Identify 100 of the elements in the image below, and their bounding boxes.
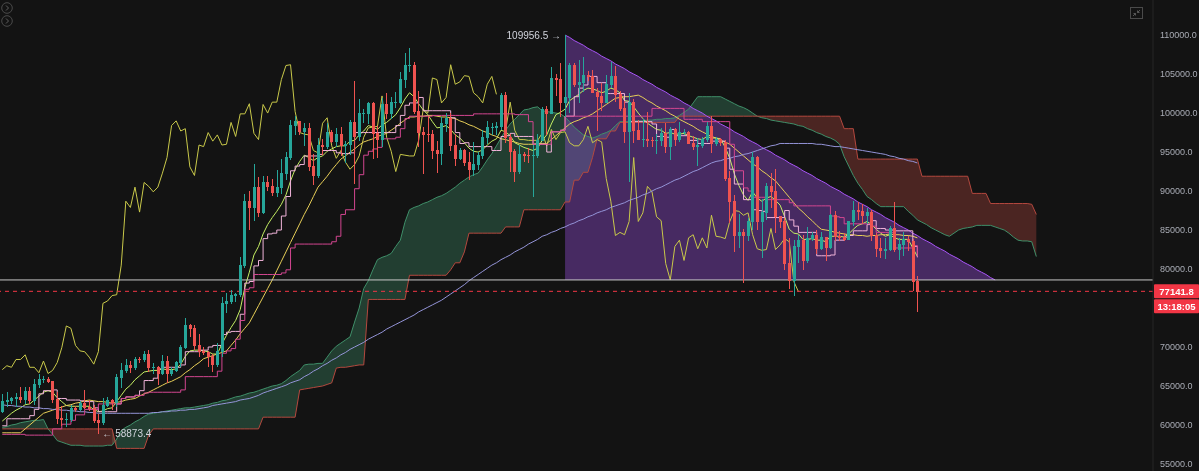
candlestick (56, 391, 59, 425)
candlestick (706, 121, 709, 143)
candlestick (436, 140, 439, 174)
candlestick (879, 237, 882, 259)
candlestick (806, 226, 809, 264)
candlestick (404, 52, 407, 89)
candlestick (710, 115, 713, 154)
candlestick (834, 210, 837, 242)
candlestick (614, 65, 617, 103)
candlestick (385, 92, 388, 120)
candlestick (898, 237, 901, 261)
candlestick (664, 122, 667, 154)
candlestick (1, 393, 4, 414)
y-tick-label: 100000.0 (1160, 108, 1198, 119)
candlestick (184, 317, 187, 350)
candlestick (893, 201, 896, 253)
candlestick (294, 115, 297, 136)
candlestick (472, 141, 475, 177)
candlestick (605, 74, 608, 104)
candlestick (738, 213, 741, 249)
y-tick-label: 55000.0 (1160, 459, 1193, 470)
candlestick (166, 355, 169, 384)
y-tick-label: 60000.0 (1160, 420, 1193, 431)
y-tick-label: 105000.0 (1160, 69, 1198, 80)
candlestick (788, 237, 791, 290)
candlestick (216, 342, 219, 368)
candlestick (861, 203, 864, 225)
y-tick-label: 90000.0 (1160, 186, 1193, 197)
candlestick (353, 80, 356, 185)
y-tick-label: 65000.0 (1160, 381, 1193, 392)
y-tick-label: 80000.0 (1160, 264, 1193, 275)
candlestick (120, 362, 123, 389)
candlestick (344, 140, 347, 164)
candlestick (399, 71, 402, 105)
candlestick (600, 82, 603, 112)
y-tick-label: 95000.0 (1160, 147, 1193, 158)
candlestick (147, 349, 150, 373)
candlestick (65, 412, 68, 428)
candlestick (102, 397, 105, 426)
candlestick (742, 228, 745, 284)
candlestick (422, 126, 425, 175)
candlestick (884, 237, 887, 260)
candlestick (545, 105, 548, 136)
candlestick (582, 56, 585, 93)
y-tick-label: 70000.0 (1160, 342, 1193, 353)
candlestick (198, 333, 201, 358)
candlestick (655, 133, 658, 155)
text: 13:18:05 (1157, 300, 1197, 312)
candlestick (509, 133, 512, 173)
candlestick (326, 122, 329, 150)
candlestick (564, 34, 567, 118)
candlestick (825, 236, 828, 262)
candlestick (276, 169, 279, 198)
candlestick (536, 133, 539, 159)
candlestick (335, 127, 338, 148)
candlestick (468, 151, 471, 181)
candlestick (852, 200, 855, 227)
candlestick (340, 126, 343, 157)
candlestick (678, 121, 681, 143)
y-tick-label: 110000.0 (1160, 30, 1197, 41)
candlestick (431, 129, 434, 160)
annotation: ← 58873.4 (102, 428, 152, 440)
candlestick (902, 231, 905, 257)
candlestick (696, 137, 699, 167)
candlestick (527, 147, 530, 164)
candlestick (390, 96, 393, 120)
ref-line-label: 77141.8 (1159, 285, 1194, 297)
candlestick (802, 234, 805, 271)
candlestick (161, 354, 164, 376)
candlestick (33, 378, 36, 406)
candlestick (193, 324, 196, 351)
candlestick (83, 389, 86, 410)
candlestick (491, 122, 494, 136)
annotation: 109956.5 → (506, 29, 562, 41)
candlestick (559, 62, 562, 118)
candlestick (669, 126, 672, 161)
candlestick (578, 59, 581, 104)
candlestick (518, 144, 521, 175)
candlestick (248, 190, 251, 231)
candlestick (646, 111, 649, 148)
candlestick (367, 101, 370, 125)
candlestick (642, 118, 645, 148)
candlestick (651, 136, 654, 148)
candlestick (486, 120, 489, 145)
y-tick-label: 85000.0 (1160, 225, 1193, 236)
candlestick (815, 229, 818, 255)
candlestick (454, 133, 457, 167)
candlestick (875, 232, 878, 258)
candlestick (870, 209, 873, 242)
candlestick (303, 122, 306, 147)
candlestick (152, 362, 155, 375)
candlestick (280, 158, 283, 195)
candlestick (573, 62, 576, 88)
candlestick (358, 98, 361, 142)
candlestick (253, 163, 256, 222)
candlestick (445, 112, 448, 133)
candlestick (349, 119, 352, 156)
candlestick (889, 225, 892, 252)
candlestick (532, 144, 535, 198)
candlestick (51, 380, 54, 404)
